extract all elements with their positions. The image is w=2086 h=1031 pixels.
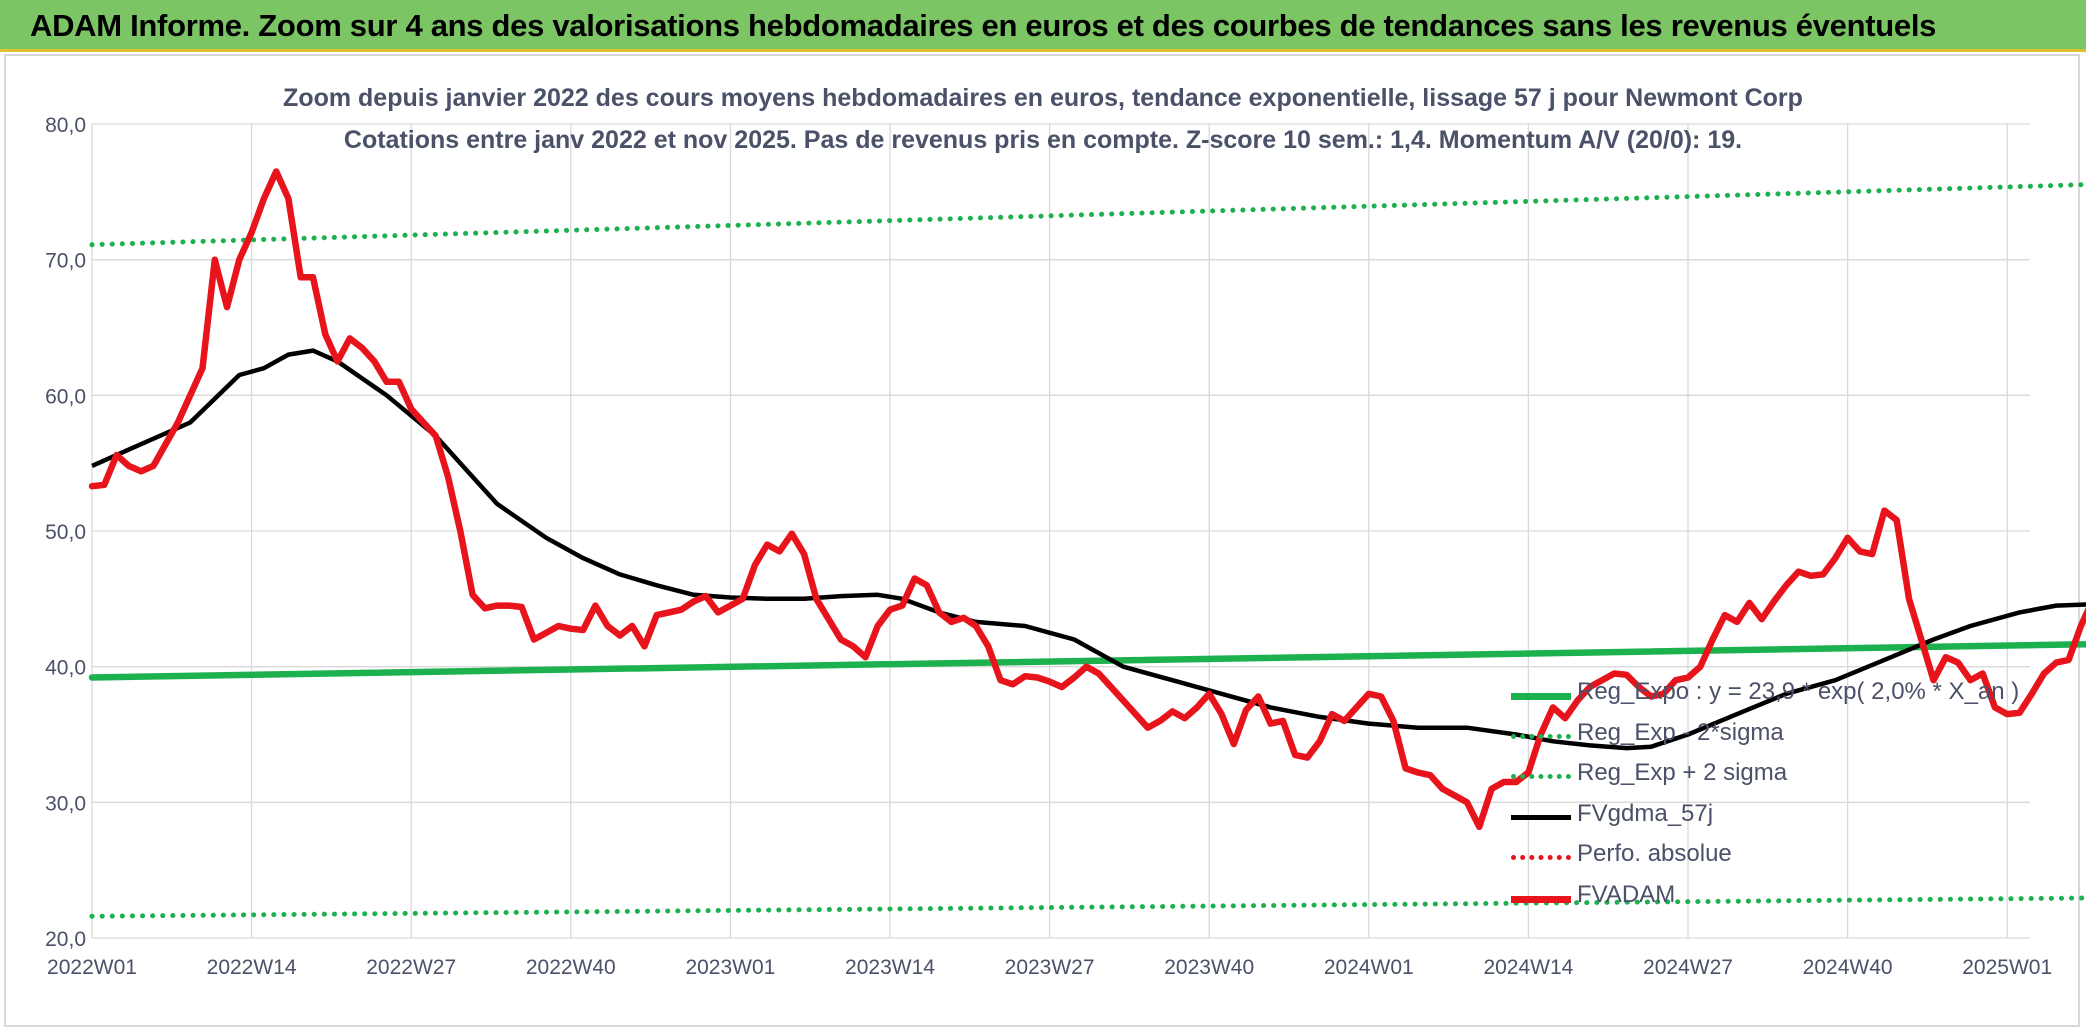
y-tick-label: 80,0: [45, 114, 86, 137]
legend-item: Perfo. absolue: [1505, 838, 2025, 879]
x-tick-label: 2025W01: [1962, 956, 2052, 979]
y-tick-label: 20,0: [45, 928, 86, 951]
x-tick-label: 2024W27: [1643, 956, 1733, 979]
chart-title: Zoom depuis janvier 2022 des cours moyen…: [283, 84, 1803, 112]
chart-frame: [4, 54, 2080, 1027]
legend-item: FVgdma_57j: [1505, 798, 2025, 839]
legend-item: Reg_Exp + 2 sigma: [1505, 757, 2025, 798]
chart-subtitle: Cotations entre janv 2022 et nov 2025. P…: [343, 126, 1743, 154]
y-tick-label: 70,0: [45, 250, 86, 273]
legend-label: FVADAM: [1577, 880, 1676, 908]
legend-item: Reg_Expo : y = 23,9 * exp( 2,0% * X_an ): [1505, 676, 2025, 717]
legend-label: Reg_Exp - 2*sigma: [1577, 718, 1784, 746]
report-banner: ADAM Informe. Zoom sur 4 ans des valoris…: [0, 0, 2086, 52]
x-tick-label: 2024W01: [1324, 956, 1414, 979]
legend-swatch: [1511, 693, 1571, 700]
series-fvadam: [88, 168, 2086, 831]
legend-swatch: [1511, 855, 1571, 860]
series-reg-expo-y-23-9-exp-2-0-x-an: [88, 640, 2086, 681]
legend-item: FVADAM: [1505, 879, 2025, 920]
report-title: ADAM Informe. Zoom sur 4 ans des valoris…: [30, 8, 1937, 43]
series-fvgdma-57j: [91, 348, 2086, 751]
x-tick-label: 2022W40: [526, 956, 616, 979]
legend-swatch: [1511, 895, 1571, 903]
x-tick-label: 2022W14: [207, 956, 297, 979]
legend-label: FVgdma_57j: [1577, 799, 1714, 827]
legend-swatch: [1511, 774, 1571, 779]
y-tick-label: 40,0: [45, 657, 86, 680]
x-tick-label: 2022W01: [47, 956, 137, 979]
y-tick-label: 50,0: [45, 521, 86, 544]
legend-label: Reg_Exp + 2 sigma: [1577, 759, 1788, 786]
legend-label: Perfo. absolue: [1577, 840, 1732, 867]
series-reg-exp-2-sigma: [89, 182, 2086, 248]
legend-swatch: [1511, 814, 1571, 820]
x-tick-label: 2023W01: [685, 956, 775, 979]
x-tick-label: 2022W27: [366, 956, 456, 979]
legend-swatch: [1511, 733, 1571, 739]
x-tick-label: 2023W14: [845, 956, 935, 979]
x-tick-label: 2023W40: [1164, 956, 1254, 979]
x-tick-label: 2023W27: [1005, 956, 1095, 979]
x-tick-label: 2024W14: [1483, 956, 1573, 979]
chart-legend: Reg_Expo : y = 23,9 * exp( 2,0% * X_an )…: [1505, 676, 2025, 919]
legend-item: Reg_Exp - 2*sigma: [1505, 717, 2025, 758]
legend-label: Reg_Expo : y = 23,9 * exp( 2,0% * X_an ): [1577, 678, 2020, 705]
y-tick-label: 60,0: [45, 385, 86, 408]
y-tick-label: 30,0: [45, 792, 86, 815]
x-tick-label: 2024W40: [1803, 956, 1893, 979]
